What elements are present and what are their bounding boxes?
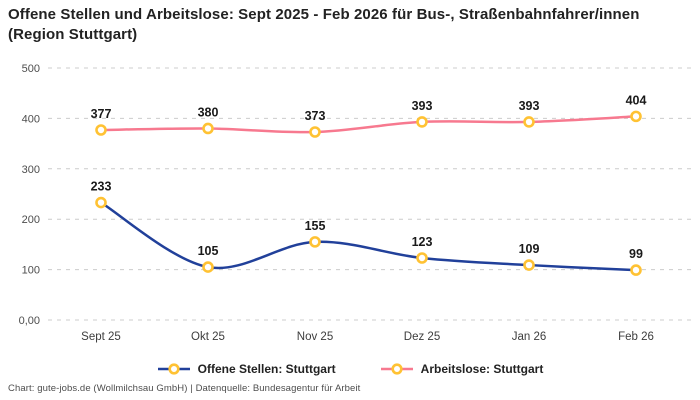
line-chart-canvas: 0,00 100 200 300 400 500 Sept 25 Okt 25 Nov 25 De… [19,63,692,343]
data-point-label: 373 [305,109,326,123]
y-axis-tick-label: 300 [22,164,40,176]
series-line-arbeitslose-stuttgart [99,115,638,134]
chart-legend: Offene Stellen: Stuttgart Arbeitslose: S… [0,358,700,380]
x-axis-tick-label: Jan 26 [512,331,547,343]
data-point-offene-stellen-stuttgart[interactable] [309,236,321,248]
legend-swatch-line-icon [380,363,413,375]
data-point-label: 155 [305,219,326,233]
data-point-offene-stellen-stuttgart[interactable] [416,252,428,264]
data-point-offene-stellen-stuttgart[interactable] [202,261,214,273]
y-axis-tick-label: 100 [22,265,40,277]
legend-label-arbeitslose: Arbeitslose: Stuttgart [420,362,544,376]
data-point-label: 233 [91,180,112,194]
data-point-offene-stellen-stuttgart[interactable] [523,259,535,271]
x-axis-tick-label: Feb 26 [618,331,654,343]
data-point-label: 99 [629,247,643,261]
data-point-offene-stellen-stuttgart[interactable] [630,264,642,276]
y-axis-tick-label: 200 [22,214,40,226]
chart-footer-attribution: Chart: gute-jobs.de (Wollmilchsau GmbH) … [8,383,361,394]
x-axis-tick-label: Okt 25 [191,331,225,343]
data-point-label: 380 [198,105,219,119]
data-point-arbeitslose-stuttgart[interactable] [309,126,321,138]
legend-label-offene-stellen: Offene Stellen: Stuttgart [197,362,336,376]
data-point-label: 109 [519,242,540,256]
data-point-label: 105 [198,244,219,258]
chart-title: Offene Stellen und Arbeitslose: Sept 202… [8,6,640,43]
series-line-offene-stellen-stuttgart [99,201,638,272]
data-point-label: 404 [626,93,647,107]
legend-item-offene-stellen[interactable]: Offene Stellen: Stuttgart [157,362,336,376]
legend-item-arbeitslose[interactable]: Arbeitslose: Stuttgart [380,362,544,376]
x-axis-tick-label: Dez 25 [404,331,440,343]
y-axis-tick-label: 500 [22,63,40,75]
data-point-label: 393 [519,99,540,113]
data-point-label: 377 [91,107,112,121]
data-point-offene-stellen-stuttgart[interactable] [95,196,107,209]
x-axis-tick-label: Nov 25 [297,331,333,343]
data-point-label: 123 [412,235,433,249]
data-point-arbeitslose-stuttgart[interactable] [95,124,107,136]
legend-swatch-line-icon [157,363,190,375]
x-axis-tick-label: Sept 25 [81,331,121,343]
y-axis-tick-label: 0,00 [19,315,40,327]
data-point-arbeitslose-stuttgart[interactable] [416,116,428,128]
data-point-arbeitslose-stuttgart[interactable] [202,122,214,135]
data-point-arbeitslose-stuttgart[interactable] [523,116,535,128]
data-point-arbeitslose-stuttgart[interactable] [630,110,642,123]
data-point-label: 393 [412,99,433,113]
y-axis-tick-label: 400 [22,113,40,125]
